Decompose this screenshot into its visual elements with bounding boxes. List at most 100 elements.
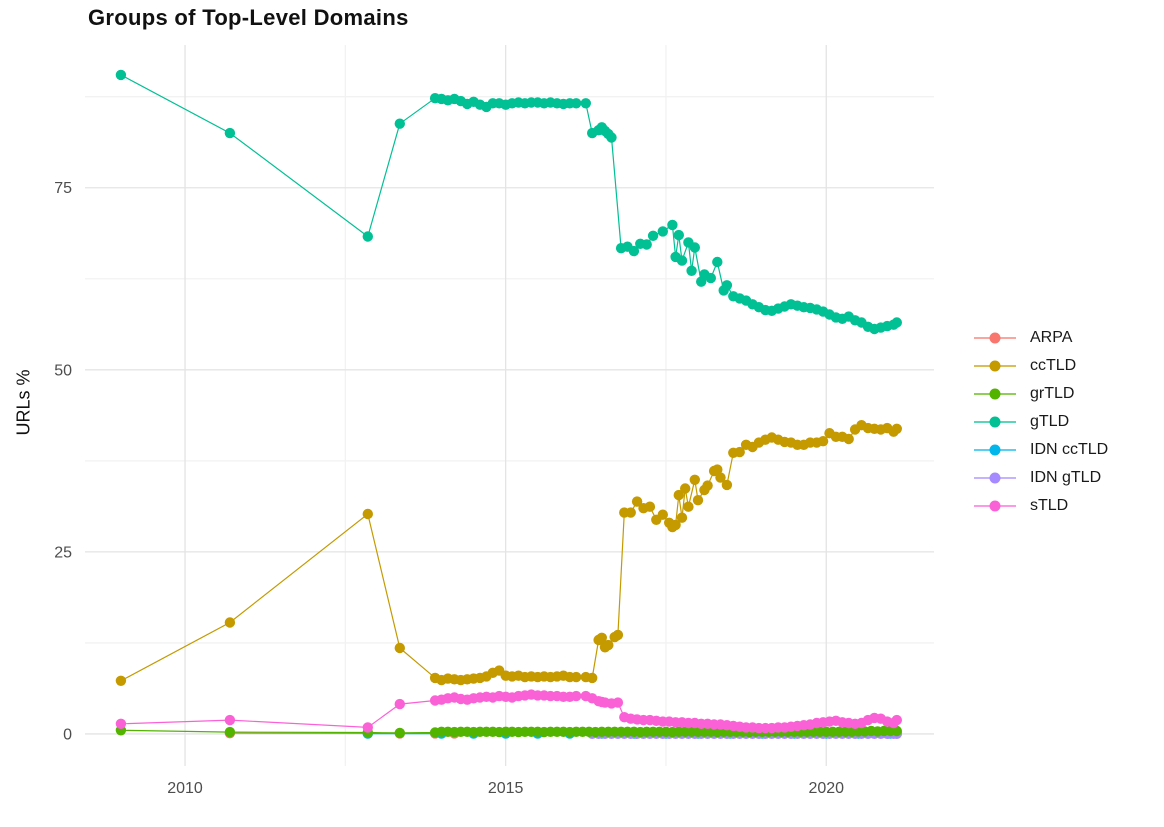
legend-key-icon: [974, 387, 1016, 401]
y-tick-label: 0: [63, 726, 72, 743]
data-point: [712, 256, 723, 268]
legend-key-dot: [989, 500, 1001, 512]
data-point: [843, 433, 854, 445]
data-point: [115, 718, 127, 729]
data-point: [670, 519, 681, 531]
series-ccTLD: [115, 420, 902, 686]
legend-label: gTLD: [1030, 413, 1070, 430]
y-tick-label: 25: [54, 544, 72, 561]
data-point: [657, 226, 668, 237]
legend-label: ccTLD: [1030, 357, 1077, 374]
data-point: [686, 265, 697, 276]
x-tick-label: 2015: [488, 780, 524, 797]
legend-item-gTLD: gTLD: [974, 408, 1108, 436]
data-point: [571, 98, 582, 109]
data-point: [394, 698, 405, 710]
legend-label: sTLD: [1030, 497, 1069, 514]
y-tick-label: 50: [54, 362, 72, 379]
data-point: [115, 69, 127, 81]
data-point: [603, 639, 614, 651]
data-point: [891, 725, 902, 737]
data-point: [891, 317, 902, 328]
legend-key-icon: [974, 499, 1016, 513]
data-point: [673, 229, 684, 241]
legend-key-icon: [974, 359, 1016, 373]
legend-key-dot: [989, 332, 1001, 344]
data-point: [676, 255, 688, 266]
data-point: [689, 242, 700, 253]
data-point: [680, 483, 691, 494]
data-point: [224, 127, 236, 139]
data-point: [644, 501, 656, 512]
data-point: [702, 480, 713, 491]
data-point: [673, 489, 684, 501]
data-point: [115, 675, 127, 686]
y-tick-label: 75: [54, 180, 72, 197]
legend-key-dot: [989, 444, 1001, 456]
grid-layer: [85, 45, 934, 766]
data-point: [612, 629, 624, 641]
legend-key-icon: [974, 415, 1016, 429]
data-point: [817, 436, 829, 447]
data-point: [676, 512, 688, 523]
data-point: [628, 245, 640, 257]
data-point: [362, 231, 373, 242]
data-point: [631, 496, 643, 507]
data-point: [641, 239, 652, 250]
data-point: [362, 722, 373, 733]
data-point: [612, 697, 624, 708]
legend-key-icon: [974, 331, 1016, 345]
legend-label: grTLD: [1030, 385, 1075, 402]
legend-key-dot: [989, 360, 1001, 372]
legend-key-dot: [989, 388, 1001, 400]
legend-item-sTLD: sTLD: [974, 492, 1108, 520]
legend-label: IDN gTLD: [1030, 469, 1102, 486]
legend-key-icon: [974, 443, 1016, 457]
data-point: [683, 501, 694, 512]
data-point: [734, 446, 745, 458]
data-point: [587, 672, 598, 684]
series-gTLD: [115, 69, 902, 335]
data-point: [580, 98, 591, 109]
data-point: [571, 690, 582, 702]
data-point: [625, 507, 636, 518]
data-point: [224, 726, 236, 738]
data-point: [394, 727, 405, 739]
data-point: [571, 671, 582, 683]
legend-key-dot: [989, 416, 1001, 428]
x-tick-label: 2020: [808, 780, 844, 797]
data-point: [721, 280, 733, 291]
series-sTLD: [115, 689, 902, 734]
data-point: [712, 464, 723, 475]
legend-item-IDN-ccTLD: IDN ccTLD: [974, 436, 1108, 464]
chart-title: Groups of Top-Level Domains: [88, 5, 409, 30]
legend-label: ARPA: [1030, 329, 1073, 346]
axis-tick-labels: 0 25 50 75 2010 2015 2020: [54, 180, 844, 797]
y-axis-title: URLs %: [13, 369, 34, 436]
legend-item-grTLD: grTLD: [974, 380, 1108, 408]
data-point: [692, 495, 704, 506]
data-point: [705, 272, 716, 284]
data-point: [891, 423, 902, 434]
x-tick-label: 2010: [167, 780, 203, 797]
legend: ARPA ccTLD grTLD gTLD IDN ccTLD IDN gTLD sTLD: [974, 324, 1108, 520]
data-point: [657, 509, 668, 520]
data-point: [891, 714, 902, 726]
data-point: [689, 474, 700, 485]
data-point: [647, 230, 659, 241]
data-point: [394, 118, 405, 129]
data-point: [224, 617, 236, 628]
series-layer: [115, 69, 902, 739]
legend-item-ARPA: ARPA: [974, 324, 1108, 352]
legend-key-icon: [974, 471, 1016, 485]
data-point: [362, 508, 373, 520]
data-point: [596, 632, 607, 643]
legend-label: IDN ccTLD: [1030, 441, 1109, 458]
data-point: [224, 714, 236, 726]
legend-key-dot: [989, 472, 1001, 484]
data-point: [721, 479, 733, 491]
data-point: [667, 219, 678, 231]
legend-item-ccTLD: ccTLD: [974, 352, 1108, 380]
